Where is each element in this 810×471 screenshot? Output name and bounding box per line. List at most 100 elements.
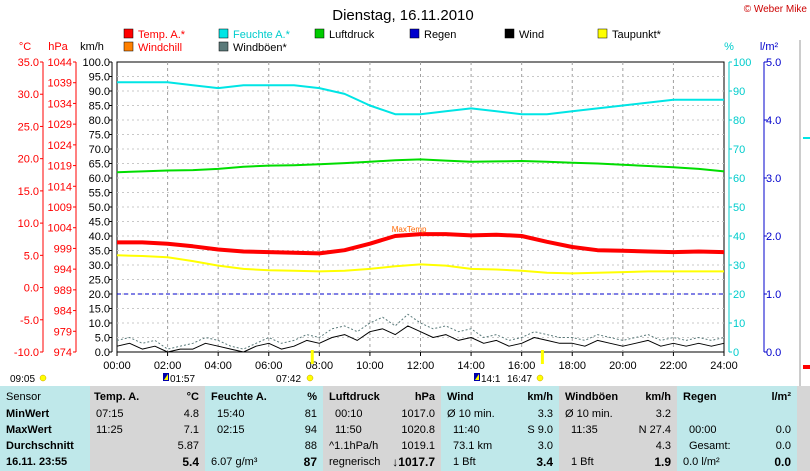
rain-column: Regen l/m² 00:00 0.0 Gesamt: 0.0 0.0 l/m… — [677, 386, 797, 471]
row-label-max: MaxWert — [6, 424, 52, 436]
humidity-min-time: 15:40 — [217, 408, 245, 420]
axis-tick-label-humidity: 30 — [733, 260, 745, 272]
gusts-bft: 1 Bft — [571, 456, 594, 468]
axis-tick-label-humidity: 60 — [733, 173, 745, 185]
humidity-header: Feuchte A. — [211, 391, 267, 403]
axis-tick-label-pressure: 974 — [54, 347, 72, 359]
axis-tick-label-temp: 35.0 — [18, 57, 39, 69]
axis-tick-label-wind: 100.0 — [82, 57, 110, 69]
moon-phase-icon — [475, 374, 479, 380]
axes: 35.0 30.0 25.0 20.0 15.0 10.0 5.0 0.0 -5.0 -10.0 1… — [14, 57, 781, 372]
legend-label: Windböen* — [233, 42, 288, 54]
x-tick-label: 22:00 — [660, 360, 688, 372]
axis-tick-label-wind: 45.0 — [89, 217, 110, 229]
wind-max-value: S 9.0 — [527, 424, 553, 436]
rain-total-label: Gesamt: — [689, 440, 731, 452]
axis-tick-label-humidity: 100 — [733, 57, 751, 69]
axis-tick-label-temp: 25.0 — [18, 121, 39, 133]
weather-chart: Dienstag, 16.11.2010 © Weber Mike Temp. … — [10, 4, 810, 386]
axis-tick-label-humidity: 40 — [733, 231, 745, 243]
x-tick-label: 20:00 — [609, 360, 637, 372]
humidity-current-value: 87 — [303, 455, 317, 469]
axis-tick-label-temp: -10.0 — [14, 347, 39, 359]
axis-tick-label-rain: 0.0 — [766, 347, 781, 359]
wind-unit: km/h — [527, 391, 553, 403]
humidity-min-value: 81 — [304, 408, 317, 420]
legend-label: Feuchte A.* — [233, 29, 291, 41]
axis-tick-label-wind: 75.0 — [89, 130, 110, 142]
axis-tick-label-rain: 2.0 — [766, 231, 781, 243]
axis-tick-label-wind: 55.0 — [89, 188, 110, 200]
gusts-day-avg: 4.3 — [655, 440, 671, 452]
temp-max-value: 7.1 — [183, 424, 199, 436]
rain-max-value: 0.0 — [775, 424, 791, 436]
axis-unit-pressure: hPa — [48, 41, 68, 53]
moon-phase-icon — [164, 374, 168, 380]
axis-tick-label-wind: 0.0 — [95, 347, 110, 359]
axis-tick-label-humidity: 50 — [733, 202, 745, 214]
legend-swatch — [409, 28, 420, 39]
axis-unit-humidity: % — [724, 41, 734, 53]
pressure-min-time: 00:10 — [335, 408, 363, 420]
right-edge-temp-marker — [803, 365, 810, 369]
axis-tick-label-wind: 40.0 — [89, 231, 110, 243]
pressure-avg-value: 1019.1 — [401, 440, 435, 452]
wind-header: Wind — [447, 391, 474, 403]
axis-unit-rain: l/m² — [760, 41, 779, 53]
humidity-column: Feuchte A. % 15:40 81 02:15 94 88 6.07 g… — [205, 386, 323, 471]
axis-tick-label-temp: 10.0 — [18, 218, 39, 230]
temp-unit: °C — [186, 391, 199, 403]
pressure-min-value: 1017.0 — [401, 408, 435, 420]
humidity-avg-value: 88 — [304, 440, 317, 452]
axis-tick-label-rain: 5.0 — [766, 57, 781, 69]
temp-min-value: 4.8 — [183, 408, 199, 420]
pressure-column: Luftdruck hPa 00:10 1017.0 11:50 1020.8 … — [323, 386, 441, 471]
row-label-min: MinWert — [6, 408, 50, 420]
x-tick-label: 12:00 — [407, 360, 435, 372]
temp-column: Temp. A. °C 07:15 4.8 11:25 7.1 5.87 5.4 — [90, 386, 205, 471]
rain-amount: 0.0 l/m² — [683, 456, 720, 468]
axis-tick-label-wind: 95.0 — [89, 72, 110, 84]
wind-avg-value: 3.3 — [537, 408, 553, 420]
series-line — [117, 81, 724, 116]
credit-text: © Weber Mike — [744, 4, 808, 15]
x-tick-label: 04:00 — [204, 360, 232, 372]
wind-distance: 73.1 km — [453, 440, 493, 452]
axis-tick-label-wind: 10.0 — [89, 318, 110, 330]
axis-tick-label-humidity: 10 — [733, 318, 745, 330]
axis-tick-label-wind: 25.0 — [89, 275, 110, 287]
pressure-forecast: regnerisch — [329, 456, 381, 468]
x-tick-label: 06:00 — [255, 360, 283, 372]
time-markers: 09:05 01:57 07:42 14:1 16:47 — [10, 350, 544, 385]
rain-header: Regen — [683, 391, 717, 403]
gusts-unit: km/h — [645, 391, 671, 403]
legend-label: Wind — [519, 29, 544, 41]
wind-max-time: 11:40 — [453, 424, 480, 436]
legend: Temp. A.* Feuchte A.* Luftdruck Regen Wind Ta… — [123, 28, 662, 54]
pressure-max-time: 11:50 — [335, 424, 362, 436]
axis-tick-label-temp: 15.0 — [18, 186, 39, 198]
axis-sunrise-marker — [310, 350, 314, 364]
sensor-column: Sensor MinWert MaxWert Durchschnitt 16.1… — [0, 386, 90, 471]
x-tick-label: 00:00 — [103, 360, 131, 372]
x-tick-label: 10:00 — [356, 360, 384, 372]
temp-min-time: 07:15 — [96, 408, 124, 420]
gusts-avg-value: 3.2 — [655, 408, 671, 420]
gusts-max-value: N 27.4 — [638, 424, 671, 436]
axis-tick-label-wind: 90.0 — [89, 86, 110, 98]
rain-current-value: 0.0 — [774, 455, 791, 469]
legend-swatch — [597, 28, 608, 39]
axis-tick-label-temp: 5.0 — [24, 250, 39, 262]
table-right-strip — [797, 386, 810, 471]
sensor-header: Sensor — [6, 391, 41, 403]
x-tick-label: 24:00 — [710, 360, 738, 372]
axis-tick-label-pressure: 989 — [54, 285, 72, 297]
pressure-header: Luftdruck — [329, 391, 380, 403]
temp-current-value: 5.4 — [182, 455, 199, 469]
series-line — [116, 158, 725, 174]
legend-swatch — [123, 41, 134, 52]
legend-label: Regen — [424, 29, 456, 41]
axis-tick-label-pressure: 1009 — [48, 202, 72, 214]
axis-tick-label-wind: 80.0 — [89, 115, 110, 127]
x-tick-label: 08:00 — [306, 360, 334, 372]
